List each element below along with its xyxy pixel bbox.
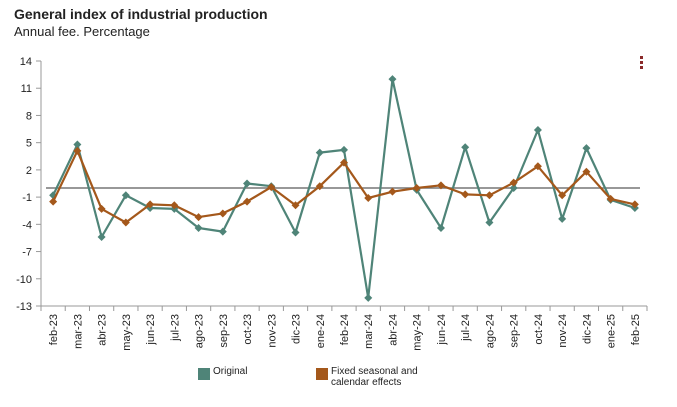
y-tick-label: 5	[26, 138, 32, 150]
data-point-original	[121, 191, 130, 200]
y-tick-label: -4	[22, 219, 32, 231]
chart-subtitle: Annual fee. Percentage	[14, 24, 150, 39]
chart-title: General index of industrial production	[14, 6, 268, 22]
legend-swatch-original	[198, 368, 210, 380]
x-tick-label: ene-25	[606, 314, 618, 348]
y-tick-label: -13	[16, 301, 32, 313]
data-point-adjusted	[436, 181, 445, 190]
x-tick-label: sep-24	[509, 314, 521, 348]
x-tick-label: dic-24	[581, 314, 593, 344]
data-point-original	[97, 233, 106, 242]
data-point-adjusted	[461, 190, 470, 199]
data-point-adjusted	[606, 194, 615, 203]
data-point-original	[340, 145, 348, 154]
data-point-adjusted	[315, 182, 324, 191]
legend-label-adjusted: Fixed seasonal and calendar effects	[331, 366, 418, 388]
x-tick-label: ago-24	[484, 314, 496, 348]
y-tick-label: -1	[22, 192, 32, 204]
more-vertical-icon[interactable]	[636, 56, 646, 74]
y-tick-label: -7	[22, 247, 32, 259]
data-point-adjusted	[243, 197, 252, 206]
data-point-adjusted	[97, 204, 106, 213]
x-tick-label: jul-24	[460, 314, 472, 342]
data-point-original	[509, 184, 518, 193]
data-point-adjusted	[582, 167, 591, 176]
data-point-adjusted	[146, 200, 155, 209]
data-point-adjusted	[340, 158, 348, 167]
data-point-adjusted	[121, 218, 130, 227]
data-point-original	[73, 140, 82, 149]
y-tick-label: 14	[20, 56, 32, 68]
data-point-original	[243, 179, 252, 188]
x-tick-label: nov-23	[266, 314, 278, 348]
data-point-adjusted	[364, 194, 373, 203]
data-point-adjusted	[388, 187, 397, 196]
data-point-original	[364, 293, 373, 302]
x-tick-label: feb-23	[48, 314, 60, 345]
data-point-adjusted	[509, 178, 518, 187]
x-tick-label: abr-24	[387, 314, 399, 346]
data-point-original	[291, 228, 300, 237]
x-tick-label: jun-23	[145, 314, 157, 346]
data-point-adjusted	[194, 213, 203, 222]
x-tick-label: ago-23	[194, 314, 206, 348]
data-point-original	[485, 218, 494, 227]
x-tick-label: mar-24	[363, 314, 375, 349]
y-tick-label: 11	[21, 83, 32, 95]
x-tick-label: oct-23	[242, 314, 254, 345]
data-point-adjusted	[73, 146, 82, 155]
x-tick-label: nov-24	[557, 314, 569, 348]
x-tick-label: jul-23	[169, 314, 181, 342]
data-point-adjusted	[533, 162, 542, 171]
x-tick-label: dic-23	[291, 314, 303, 344]
data-point-original	[533, 125, 542, 134]
data-point-adjusted	[485, 191, 494, 200]
data-point-original	[461, 143, 470, 152]
x-tick-label: may-24	[412, 314, 424, 351]
x-tick-label: abr-23	[97, 314, 109, 346]
data-point-adjusted	[630, 200, 639, 209]
data-point-original	[194, 223, 203, 232]
y-tick-label: 8	[26, 110, 32, 122]
legend-item-original[interactable]: Original	[198, 366, 247, 380]
x-tick-label: mar-23	[72, 314, 84, 349]
data-point-adjusted	[170, 201, 179, 210]
x-tick-label: jun-24	[436, 314, 448, 346]
x-tick-label: feb-25	[630, 314, 642, 345]
x-tick-label: ene-24	[315, 314, 327, 348]
y-tick-label: -10	[16, 274, 32, 286]
data-point-original	[218, 227, 227, 236]
data-point-original	[558, 214, 567, 223]
data-point-adjusted	[291, 201, 300, 210]
x-tick-label: sep-23	[218, 314, 230, 348]
data-point-adjusted	[558, 191, 567, 200]
data-point-original	[582, 144, 591, 153]
data-point-original	[388, 75, 397, 84]
y-tick-label: 2	[26, 165, 32, 177]
legend-swatch-adjusted	[316, 368, 328, 380]
x-tick-label: may-23	[121, 314, 133, 351]
x-tick-label: feb-24	[339, 314, 351, 345]
data-point-adjusted	[49, 197, 58, 206]
data-point-original	[315, 148, 324, 157]
data-point-adjusted	[267, 183, 276, 192]
data-point-adjusted	[412, 184, 421, 193]
x-tick-label: oct-24	[533, 314, 545, 345]
legend-label-original: Original	[213, 366, 248, 377]
data-point-adjusted	[218, 209, 227, 218]
data-point-original	[436, 223, 445, 232]
legend-item-adjusted[interactable]: Fixed seasonal and calendar effects	[316, 366, 428, 388]
